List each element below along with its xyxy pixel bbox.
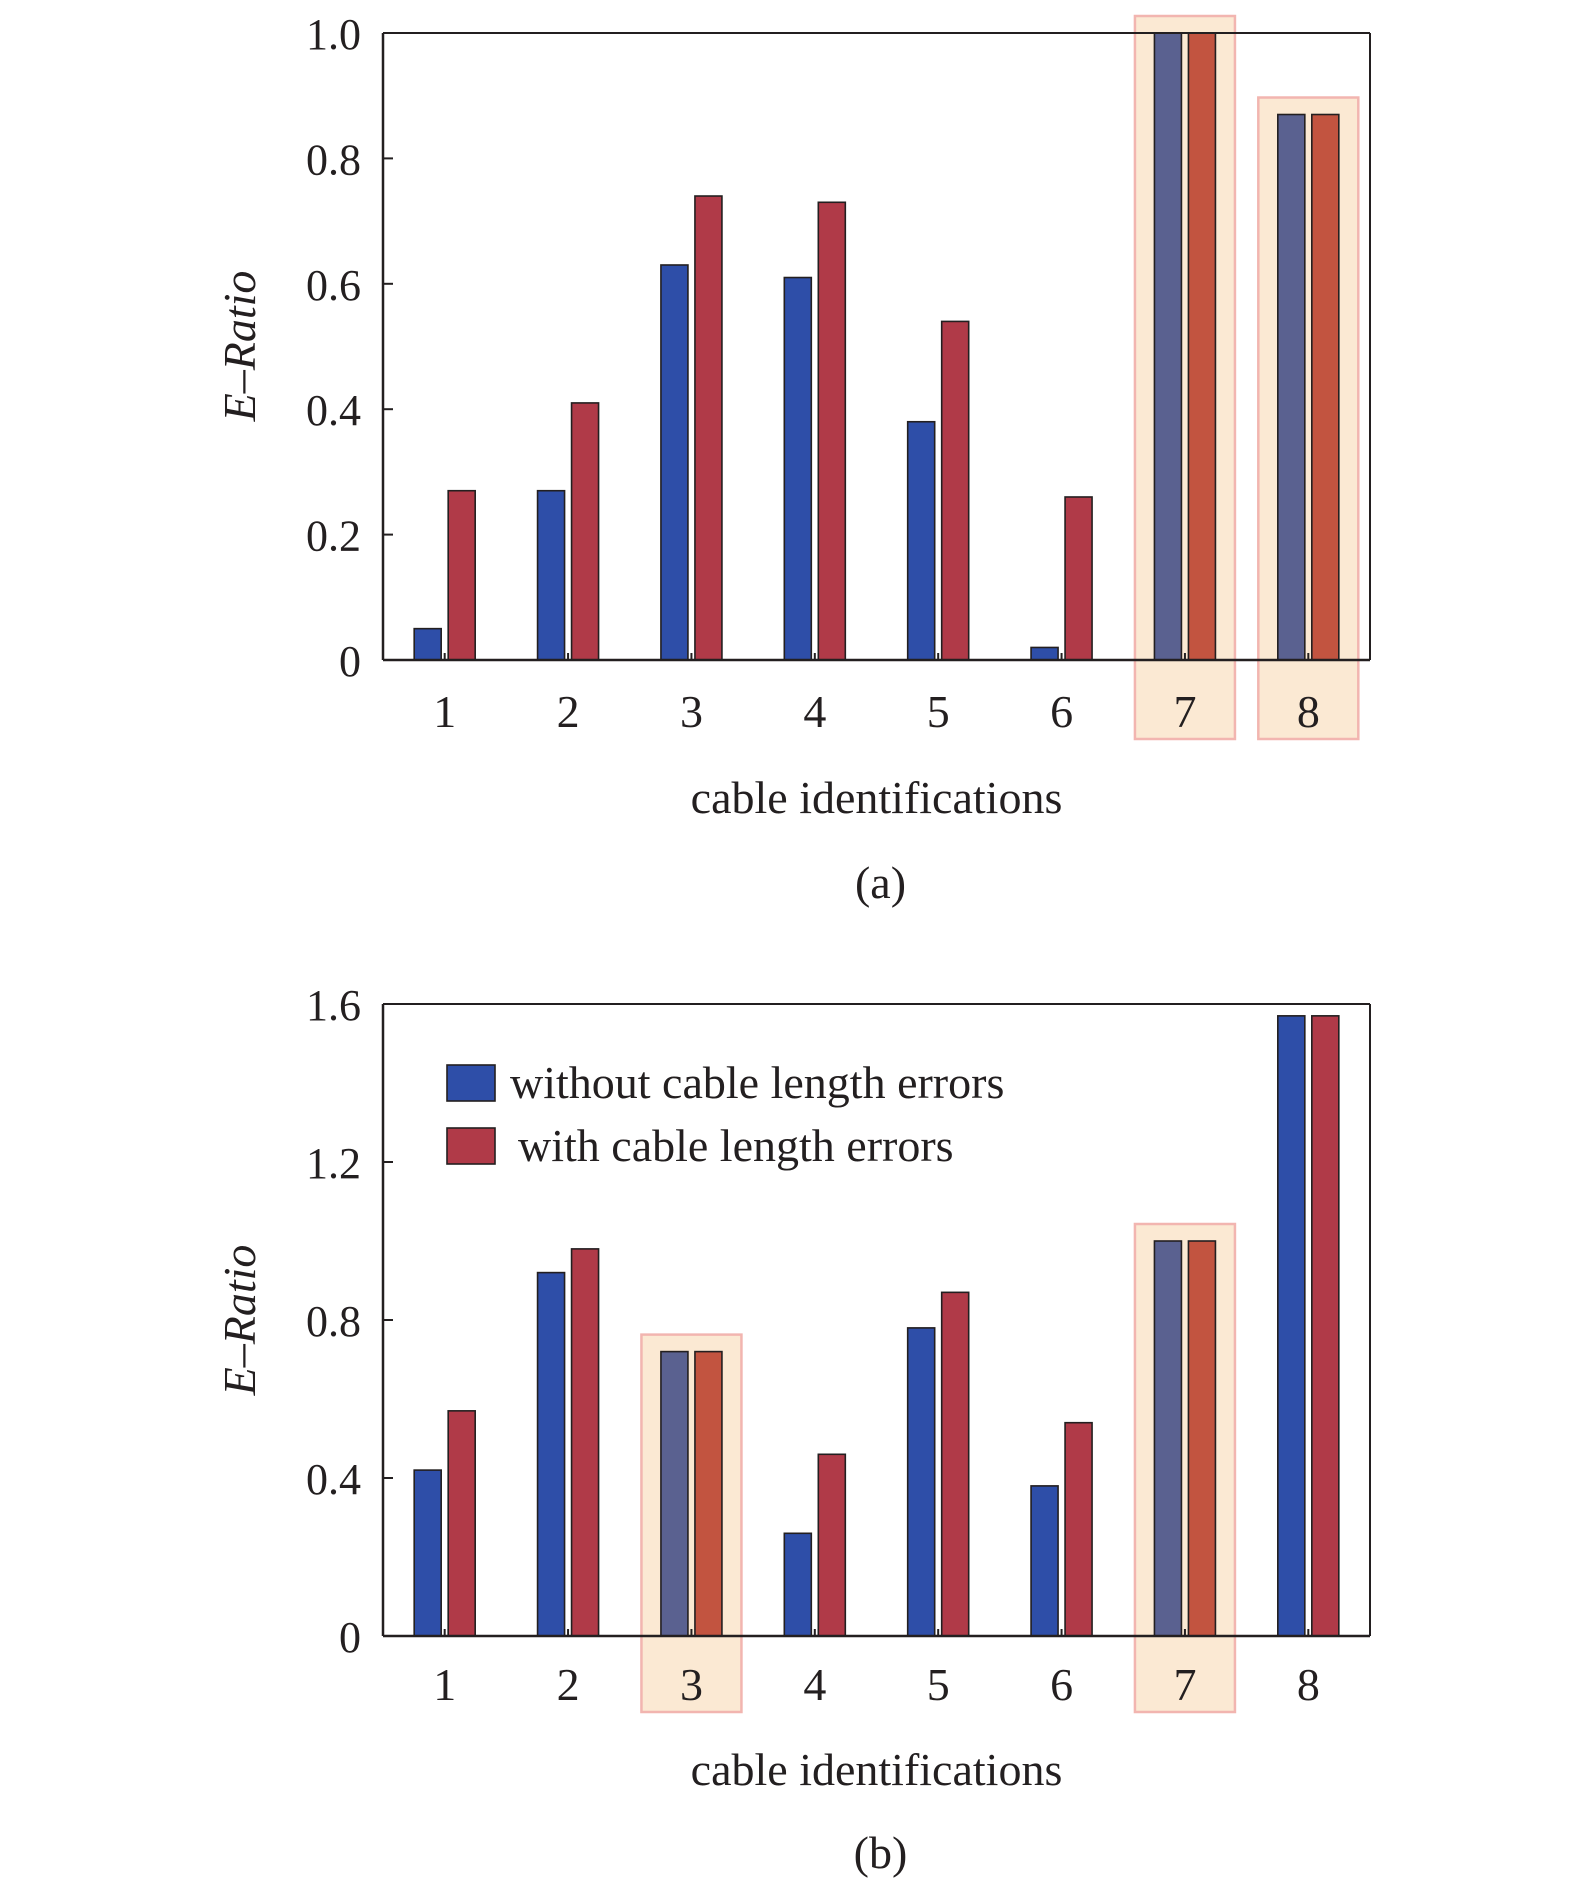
x-tick-label: 1 xyxy=(433,686,456,737)
x-tick-label: 4 xyxy=(803,1659,826,1710)
y-tick-label: 1.0 xyxy=(306,10,361,59)
panel-label: (a) xyxy=(855,857,906,908)
bar-without-errors-cable-6 xyxy=(1030,646,1059,661)
highlight-box-cable-7 xyxy=(1133,14,1237,741)
x-tick-label: 5 xyxy=(927,1659,950,1710)
y-tick-label: 0.8 xyxy=(306,135,361,184)
legend-swatch-without-errors xyxy=(446,1064,496,1102)
bar-without-errors-cable-2 xyxy=(536,1271,566,1637)
bar-without-errors-cable-8 xyxy=(1277,113,1306,661)
bar-without-errors-cable-7 xyxy=(1153,32,1183,661)
x-tick-label: 7 xyxy=(1173,686,1196,737)
x-tick-label: 2 xyxy=(557,1659,580,1710)
bar-with-errors-cable-6 xyxy=(1064,1421,1093,1637)
bar-with-errors-cable-7 xyxy=(1187,1240,1217,1637)
y-tick-label: 0.6 xyxy=(306,261,361,310)
bar-with-errors-cable-2 xyxy=(570,1248,600,1637)
y-tick-label: 0 xyxy=(339,637,361,686)
x-axis-title: cable identifications xyxy=(691,772,1063,823)
bar-without-errors-cable-2 xyxy=(536,489,566,661)
x-tick-label: 1 xyxy=(433,1659,456,1710)
legend-label-without-errors: without cable length errors xyxy=(510,1057,1004,1108)
x-tick-label: 3 xyxy=(680,1659,703,1710)
y-tick-label: 0.8 xyxy=(306,1297,361,1346)
bar-with-errors-cable-3 xyxy=(694,195,723,661)
y-axis-title: E–Ratio xyxy=(214,271,265,423)
bar-with-errors-cable-8 xyxy=(1311,113,1340,661)
x-tick-label: 4 xyxy=(803,686,826,737)
bar-with-errors-cable-3 xyxy=(694,1350,723,1637)
bar-without-errors-cable-3 xyxy=(660,1350,689,1637)
x-tick-label: 3 xyxy=(680,686,703,737)
bar-without-errors-cable-1 xyxy=(413,627,442,661)
bar-with-errors-cable-5 xyxy=(940,320,970,661)
panel-label: (b) xyxy=(854,1827,908,1878)
bar-with-errors-cable-1 xyxy=(447,1410,476,1637)
legend-swatch-with-errors xyxy=(446,1127,496,1165)
bar-without-errors-cable-8 xyxy=(1277,1015,1306,1637)
bar-with-errors-cable-5 xyxy=(940,1291,970,1637)
bar-without-errors-cable-5 xyxy=(906,1327,936,1637)
chart-panel-b: 0 0.4 0.8 1.2 1.6 1 2 3 4 5 6 7 8 cable identificatio… xyxy=(214,981,1371,1878)
x-tick-label: 5 xyxy=(927,686,950,737)
highlight-box-cable-3 xyxy=(640,1333,743,1714)
y-tick-label: 0 xyxy=(339,1613,361,1662)
bar-with-errors-cable-4 xyxy=(817,1453,847,1637)
bar-with-errors-cable-2 xyxy=(570,402,600,661)
y-tick-label: 0.4 xyxy=(306,1455,361,1504)
highlight-box-cable-8 xyxy=(1257,96,1360,741)
x-axis-title: cable identifications xyxy=(691,1744,1063,1795)
bar-without-errors-cable-6 xyxy=(1030,1485,1059,1637)
x-tick-label: 7 xyxy=(1173,1659,1196,1710)
y-axis-title: E–Ratio xyxy=(214,1245,265,1397)
bar-without-errors-cable-3 xyxy=(660,264,689,661)
bar-without-errors-cable-7 xyxy=(1153,1240,1183,1637)
bar-without-errors-cable-5 xyxy=(906,420,936,661)
chart-panel-a: 0 0.2 0.4 0.6 0.8 1.0 1 2 3 4 5 6 7 8 cable identifica… xyxy=(214,10,1371,908)
bar-with-errors-cable-7 xyxy=(1187,32,1217,661)
legend: without cable length errors with cable le… xyxy=(446,1057,1004,1171)
y-tick-label: 1.6 xyxy=(306,981,361,1030)
bar-with-errors-cable-1 xyxy=(447,489,476,661)
y-tick-label: 0.2 xyxy=(306,512,361,561)
bar-without-errors-cable-4 xyxy=(783,276,813,661)
x-tick-label: 8 xyxy=(1297,686,1320,737)
bar-with-errors-cable-4 xyxy=(817,201,847,661)
bar-without-errors-cable-1 xyxy=(413,1469,442,1637)
y-tick-label: 0.4 xyxy=(306,386,361,435)
bar-without-errors-cable-4 xyxy=(783,1532,813,1637)
highlight-box-cable-7 xyxy=(1133,1222,1237,1714)
x-tick-label: 6 xyxy=(1050,686,1073,737)
y-tick-label: 1.2 xyxy=(306,1139,361,1188)
bar-with-errors-cable-8 xyxy=(1311,1015,1340,1637)
legend-label-with-errors: with cable length errors xyxy=(518,1120,954,1171)
x-tick-label: 2 xyxy=(557,686,580,737)
bar-with-errors-cable-6 xyxy=(1064,496,1093,661)
x-tick-label: 8 xyxy=(1297,1659,1320,1710)
x-tick-label: 6 xyxy=(1050,1659,1073,1710)
